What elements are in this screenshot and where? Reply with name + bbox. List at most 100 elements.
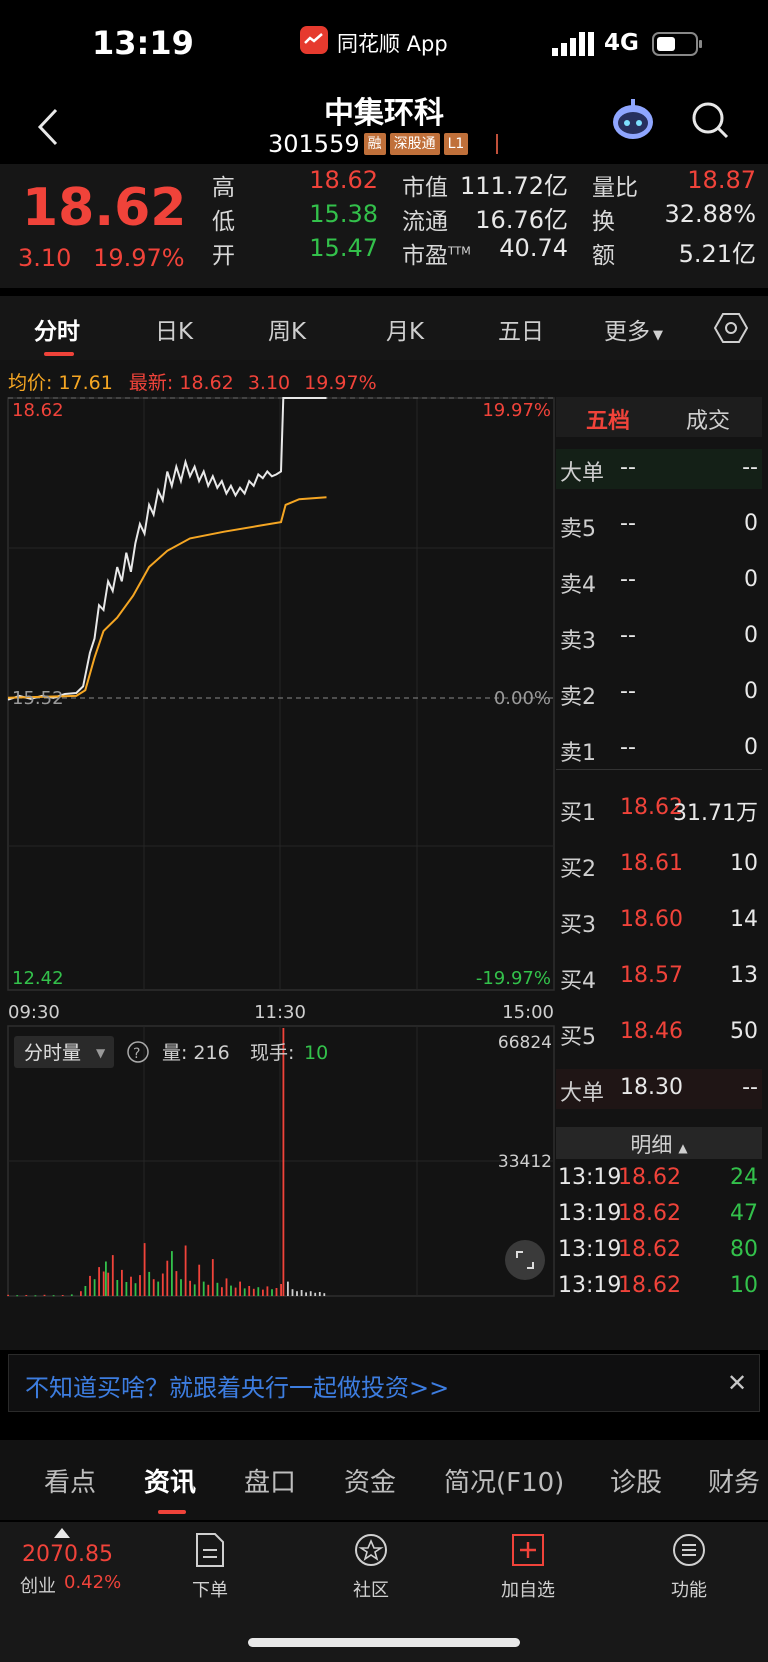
price-line [7,397,327,701]
settings-icon[interactable] [714,312,748,344]
bid-row: 买4 18.57 13 [556,957,762,997]
ask-row: 卖4 -- 0 [556,561,762,601]
close-icon[interactable]: ✕ [727,1369,748,1397]
bid-price: 18.46 [620,1019,683,1044]
volume-selector-label: 分时量 [24,1042,81,1064]
order-button[interactable]: 下单 [165,1532,255,1602]
banner-text[interactable]: 不知道买啥？就跟着央行一起做投资>> [25,1374,450,1402]
volume-bar [139,1275,141,1296]
ai-assistant-icon[interactable] [610,98,656,142]
active-tab-indicator [44,352,74,356]
help-icon-glyph: ? [133,1046,140,1062]
tick-price: 18.62 [618,1201,681,1226]
volume-bar [296,1291,298,1296]
tick-time: 13:19 [558,1237,622,1262]
volume-bar [252,1288,255,1296]
search-icon[interactable] [690,100,730,140]
low-label: 低 [212,209,235,235]
stock-code-row: 301559 融 深股通 L1 [268,130,499,158]
volume-bar [271,1289,273,1296]
volume-bar [84,1286,87,1296]
volume-y-mid: 33412 [498,1152,552,1172]
volume-bar [125,1282,128,1296]
bid-label: 买2 [560,857,596,882]
tab-profile-f10[interactable]: 简况(F10) [444,1468,565,1498]
bid-row: 买5 18.46 50 [556,1013,762,1053]
intraday-chart[interactable]: 18.62 15.52 12.42 19.97% 0.00% -19.97% 0… [0,396,556,1346]
volume-bar [134,1283,137,1296]
tab-diagnosis[interactable]: 诊股 [610,1468,663,1498]
volume-bar [89,1275,91,1296]
order-book-tabs: 五档 成交 [556,397,762,437]
functions-button[interactable]: 功能 [644,1532,734,1602]
community-button[interactable]: 社区 [326,1532,416,1602]
volume-bar [216,1282,219,1296]
last-price: 18.62 [22,178,187,238]
back-arrow-icon[interactable] [34,106,64,148]
turnover-label: 换 [592,209,615,235]
status-app-name[interactable]: 同花顺 App [337,32,448,56]
x-tick-close: 15:00 [502,1002,554,1023]
volume-bar [189,1280,191,1296]
tab-intraday[interactable]: 分时 [34,319,80,345]
active-info-tab-indicator [158,1510,186,1514]
bid-label: 买3 [560,913,596,938]
add-icon [512,1534,544,1566]
tab-five-levels[interactable]: 五档 [586,409,631,434]
tab-trades[interactable]: 成交 [686,409,731,434]
latest-change-pct: 19.97% [304,372,377,394]
turnover-value: 32.88% [664,200,756,228]
volume-bar [280,1284,282,1296]
tab-news[interactable]: 资讯 [144,1468,197,1498]
ask-price: -- [620,679,636,704]
nav-bar: 中集环科 301559 融 深股通 L1 [0,86,768,164]
tab-highlights[interactable]: 看点 [44,1468,97,1498]
volume-bar [121,1269,123,1296]
info-tabs: 看点 资讯 盘口 资金 简况(F10) 诊股 财务 [0,1440,768,1520]
ask-price: -- [620,511,636,536]
collapse-caret-icon: ▲ [678,1141,688,1155]
add-watchlist-button[interactable]: 加自选 [483,1532,573,1602]
index-ticker[interactable]: 2070.85 创业 0.42% [20,1522,130,1602]
volume-bar [318,1292,321,1296]
tab-daily-k[interactable]: 日K [155,319,194,345]
volume-bar [130,1276,132,1296]
open-value: 15.47 [309,234,378,262]
volume-bar [287,1281,289,1296]
tick-price: 18.62 [618,1273,681,1298]
bid-vol: 13 [730,963,758,988]
fullscreen-icon [516,1251,534,1269]
bid-row: 买2 18.61 10 [556,845,762,885]
volume-selector[interactable] [14,1036,114,1068]
tab-financials[interactable]: 财务 [708,1468,761,1498]
volume-bar [314,1292,317,1296]
volume-bars-group [7,1028,326,1297]
app-logo-icon [300,26,328,54]
fullscreen-button[interactable] [505,1240,545,1280]
promo-banner[interactable]: 不知道买啥？就跟着央行一起做投资>> ✕ [8,1354,760,1412]
amount-value: 5.21亿 [678,240,756,268]
stock-code: 301559 [268,130,360,158]
home-indicator[interactable] [248,1638,520,1647]
tab-five-day[interactable]: 五日 [498,319,544,345]
volume-bar [309,1291,312,1296]
high-value: 18.62 [309,166,378,194]
tab-monthly-k[interactable]: 月K [386,319,425,345]
y-left-mid: 15.52 [12,688,64,709]
mcap-value: 111.72亿 [460,172,568,200]
bid-row: 买1 18.62 31.71万 [556,789,762,829]
detail-header[interactable]: 明细 ▲ [556,1127,762,1159]
ask-vol: 0 [744,623,758,648]
ask-price: -- [620,567,636,592]
volume-bar [61,1295,64,1296]
volume-bar [143,1243,146,1296]
volume-bar [291,1289,294,1296]
tab-weekly-k[interactable]: 周K [268,319,307,345]
tab-order-book[interactable]: 盘口 [244,1468,297,1498]
document-icon [196,1533,224,1567]
tab-funds[interactable]: 资金 [344,1468,397,1498]
volume-bar [257,1287,260,1296]
ask-vol: 0 [744,567,758,592]
tab-more[interactable]: 更多 ▼ [604,319,663,345]
help-icon[interactable] [127,1041,149,1063]
